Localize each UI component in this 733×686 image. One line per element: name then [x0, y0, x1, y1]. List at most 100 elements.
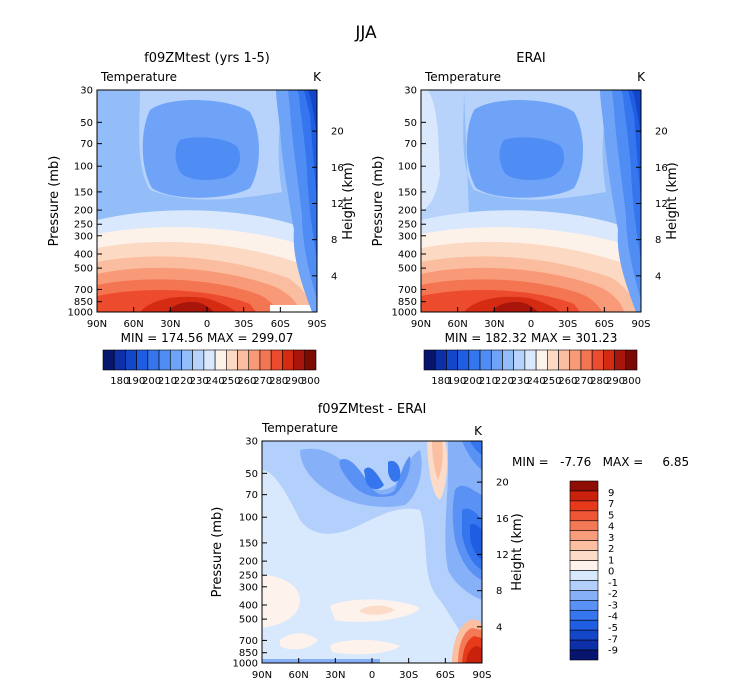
y-tick-label: 200: [398, 206, 417, 217]
x-tick-label: 30N: [160, 319, 180, 330]
colorbar-swatch: [282, 349, 294, 371]
x-axis: 90N 60N 30N 0 30S 60S 90S: [87, 307, 327, 330]
y-tick-label: 700: [74, 285, 93, 296]
colorbar-swatch: [625, 349, 638, 371]
colorbar-swatch: [569, 570, 599, 581]
x-tick-label: 60S: [436, 670, 455, 681]
colorbar-label: 200: [142, 376, 161, 387]
colorbar-swatch: [569, 590, 599, 601]
colorbar-swatch: [102, 349, 115, 371]
y-tick-label: 400: [74, 249, 93, 260]
colorbar-swatch: [125, 349, 137, 371]
colorbar-swatch: [535, 349, 548, 371]
colorbar-swatch: [226, 349, 238, 371]
colorbar-label: -2: [608, 589, 618, 600]
colorbar-swatch: [569, 490, 599, 502]
contour-field: [421, 90, 641, 312]
panel-title: ERAI: [516, 51, 545, 66]
y2-tick-label: 4: [655, 271, 661, 282]
colorbar-label: 220: [174, 376, 193, 387]
colorbar-label: 270: [253, 376, 272, 387]
y-tick-label: 70: [80, 139, 93, 150]
colorbar-label: 300: [622, 376, 641, 387]
y-axis-right: 20 16 12 8 4: [477, 478, 509, 633]
colorbar-swatch: [569, 480, 599, 492]
y-tick-label: 850: [74, 297, 93, 308]
colorbar-label: 210: [158, 376, 177, 387]
colorbar-label: 280: [590, 376, 609, 387]
y-tick-label: 700: [239, 636, 258, 647]
y-tick-label: 400: [239, 600, 258, 611]
x-tick-label: 0: [528, 319, 534, 330]
y-axis-right: 20 16 12 8 4: [636, 127, 668, 282]
field-label: Temperature: [261, 421, 338, 435]
x-tick-label: 0: [369, 670, 375, 681]
x-tick-label: 60S: [271, 319, 290, 330]
y-tick-label: 70: [245, 490, 258, 501]
colorbar-label: 270: [574, 376, 593, 387]
contour-field: [262, 441, 482, 663]
x-axis: 90N 60N 30N 0 30S 60S 90S: [252, 658, 492, 681]
y-tick-label: 200: [239, 557, 258, 568]
contour-band: [388, 460, 401, 482]
colorbar-label: 280: [269, 376, 288, 387]
colorbar-swatch: [479, 349, 492, 371]
colorbar-label: 290: [285, 376, 304, 387]
contour-band: [421, 90, 440, 212]
y-tick-label: 1000: [233, 659, 258, 670]
units-label: K: [474, 424, 483, 438]
colorbar-label: 260: [558, 376, 577, 387]
y2-tick-label: 8: [655, 235, 661, 246]
y-tick-label: 250: [74, 220, 93, 231]
colorbar-swatch: [569, 629, 599, 641]
colorbar-label: 230: [511, 376, 530, 387]
colorbar-swatch: [603, 349, 615, 371]
contour-band: [632, 90, 641, 140]
y-tick-label: 30: [245, 437, 258, 448]
colorbar-swatch: [513, 349, 526, 371]
y-tick-label: 150: [239, 538, 258, 549]
colorbar-label: 7: [608, 499, 614, 510]
colorbar-label: 200: [463, 376, 482, 387]
colorbar-swatch: [270, 349, 283, 371]
y-tick-label: 150: [398, 187, 417, 198]
y2-tick-label: 16: [331, 163, 344, 174]
colorbar-swatch: [569, 510, 599, 522]
contour-band: [262, 659, 380, 663]
colorbar-label: 300: [301, 376, 320, 387]
colorbar-swatch: [547, 349, 559, 371]
y-axis-label: Pressure (mb): [371, 156, 386, 247]
colorbar-label: 2: [608, 544, 614, 555]
contour-band: [339, 456, 411, 497]
units-label: K: [313, 70, 322, 84]
x-tick-label: 90N: [411, 319, 431, 330]
x-tick-label: 60S: [595, 319, 614, 330]
y-tick-label: 500: [398, 264, 417, 275]
colorbar-swatch: [192, 349, 205, 371]
x-tick-label: 90N: [252, 670, 272, 681]
colorbar-label: 220: [495, 376, 514, 387]
y2-tick-label: 16: [655, 163, 668, 174]
y-tick-label: 300: [398, 231, 417, 242]
y2-tick-label: 20: [331, 127, 344, 138]
colorbar-swatch: [446, 349, 458, 371]
colorbar-label: 250: [221, 376, 240, 387]
colorbar-swatch: [434, 349, 447, 371]
x-tick-label: 30S: [558, 319, 577, 330]
contour-band: [492, 302, 538, 312]
colorbar-swatch: [214, 349, 227, 371]
field-label: Temperature: [424, 70, 501, 84]
stats-label: MIN = 182.32 MAX = 301.23: [445, 331, 618, 345]
contour-band: [304, 90, 317, 200]
colorbar-swatch: [569, 500, 599, 512]
y2-tick-label: 20: [655, 127, 668, 138]
colorbar-label: 250: [542, 376, 561, 387]
contour-band: [360, 605, 395, 615]
colorbar-swatch: [502, 349, 514, 371]
units-label: K: [637, 70, 646, 84]
colorbar-swatch: [248, 349, 261, 371]
colorbar-swatch: [181, 349, 193, 371]
